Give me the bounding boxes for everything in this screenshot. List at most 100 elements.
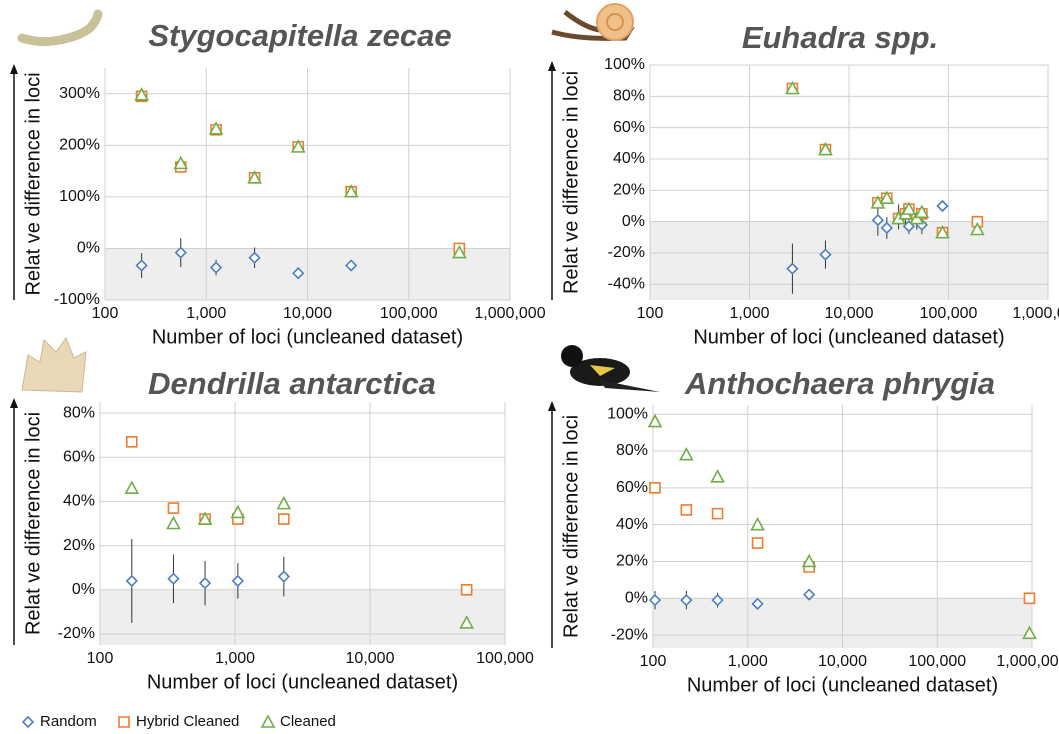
- negative-region: [100, 589, 505, 645]
- diamond-marker: [135, 259, 148, 272]
- diamond-marker: [803, 588, 816, 601]
- triangle-marker: [166, 515, 181, 530]
- y-tick-label: 80%: [613, 88, 645, 105]
- x-tick-label: 100,000: [908, 653, 966, 670]
- square-marker: [118, 716, 130, 728]
- square-marker: [1023, 592, 1036, 605]
- triangle-marker: [679, 447, 694, 461]
- triangle-marker: [260, 714, 276, 728]
- diamond-marker: [751, 597, 764, 610]
- diamond-marker: [248, 251, 261, 264]
- triangle-marker: [173, 155, 189, 170]
- diamond-marker: [786, 262, 799, 275]
- chart-title: Stygocapitella zecae: [148, 18, 451, 53]
- snail-icon: [551, 3, 635, 41]
- x-tick-label: 1,000: [215, 650, 255, 667]
- legend-label: Random: [40, 713, 97, 730]
- x-tick-label: 100: [637, 305, 664, 322]
- chart-title: Anthochaera phrygia: [684, 366, 995, 401]
- y-axis-label: Relat ve difference in loci: [22, 412, 44, 635]
- y-tick-label: -20%: [58, 625, 95, 642]
- y-tick-label: 300%: [59, 85, 100, 102]
- diamond-marker: [345, 259, 358, 272]
- y-tick-label: -20%: [608, 244, 645, 261]
- y-tick-label: 40%: [613, 150, 645, 167]
- triangle-marker: [879, 190, 895, 204]
- x-tick-label: 10,000: [825, 305, 874, 322]
- triangle-marker: [208, 121, 224, 135]
- square-marker: [711, 507, 724, 520]
- y-tick-label: -40%: [608, 276, 645, 293]
- square-marker: [649, 482, 661, 494]
- triangle-marker: [914, 204, 930, 219]
- y-axis-arrowhead: [10, 398, 18, 408]
- y-tick-label: 60%: [613, 119, 645, 136]
- square-marker: [971, 215, 984, 228]
- y-axis-label: Relat ve difference in loci: [560, 415, 582, 638]
- triangle-marker: [451, 244, 467, 259]
- square-marker: [751, 537, 764, 549]
- y-tick-label: 0%: [77, 240, 100, 257]
- x-tick-label: 10,000: [346, 650, 395, 667]
- diamond-marker: [292, 267, 305, 280]
- y-tick-label: 20%: [616, 553, 648, 570]
- x-tick-label: 100,000: [380, 305, 438, 322]
- x-tick-label: 1,000: [728, 653, 768, 670]
- x-tick-label: 100: [87, 650, 114, 667]
- triangle-marker: [935, 224, 950, 239]
- sponge-icon: [21, 336, 87, 393]
- y-axis-arrowhead: [548, 61, 556, 71]
- y-tick-label: 20%: [613, 182, 645, 199]
- x-axis-label: Number of loci (uncleaned dataset): [147, 671, 458, 693]
- legend-label: Hybrid Cleaned: [136, 713, 239, 730]
- y-tick-label: 60%: [616, 479, 648, 496]
- triangle-marker: [750, 516, 765, 531]
- y-tick-label: 100%: [604, 56, 645, 73]
- y-tick-label: 200%: [59, 137, 100, 154]
- y-tick-label: 60%: [63, 448, 95, 465]
- x-tick-label: 1,000,000: [996, 653, 1059, 670]
- bird-icon: [561, 345, 660, 392]
- y-tick-label: 100%: [59, 188, 100, 205]
- diamond-marker: [209, 261, 223, 274]
- diamond-marker: [648, 594, 662, 607]
- x-tick-label: 100,000: [920, 305, 978, 322]
- x-tick-label: 100,000: [476, 650, 534, 667]
- square-marker: [125, 435, 138, 448]
- y-tick-label: 80%: [616, 442, 648, 459]
- y-axis-label: Relat ve difference in loci: [22, 72, 44, 295]
- triangle-marker: [970, 221, 985, 236]
- y-tick-label: 100%: [607, 405, 648, 422]
- y-tick-label: 80%: [63, 404, 95, 421]
- x-axis-label: Number of loci (uncleaned dataset): [693, 326, 1004, 348]
- x-tick-label: 10,000: [283, 305, 332, 322]
- x-tick-label: 1,000,000: [474, 305, 545, 322]
- triangle-marker: [459, 615, 475, 629]
- y-tick-label: 0%: [622, 213, 645, 230]
- diamond-marker: [125, 574, 138, 588]
- chart-title: Dendrilla antarctica: [148, 366, 436, 401]
- diamond-marker: [819, 248, 832, 261]
- triangle-marker: [276, 495, 292, 510]
- triangle-marker: [230, 504, 246, 519]
- chart-title: Euhadra spp.: [742, 20, 938, 55]
- triangle-marker: [197, 511, 213, 525]
- triangle-marker: [647, 413, 663, 428]
- x-axis-label: Number of loci (uncleaned dataset): [687, 674, 998, 696]
- x-tick-label: 1,000,000: [1012, 305, 1059, 322]
- triangle-marker: [247, 170, 262, 184]
- x-axis-label: Number of loci (uncleaned dataset): [152, 326, 463, 348]
- diamond-marker: [198, 577, 212, 590]
- y-tick-label: -100%: [54, 291, 100, 308]
- x-tick-label: 1,000: [186, 305, 226, 322]
- triangle-marker: [343, 184, 359, 198]
- x-tick-label: 10,000: [818, 653, 867, 670]
- square-marker: [167, 502, 180, 514]
- y-axis-arrowhead: [10, 64, 18, 74]
- square-marker: [460, 583, 473, 596]
- y-tick-label: 0%: [625, 590, 648, 607]
- x-tick-label: 100: [92, 305, 119, 322]
- diamond-marker: [711, 594, 724, 607]
- legend-label: Cleaned: [280, 713, 336, 730]
